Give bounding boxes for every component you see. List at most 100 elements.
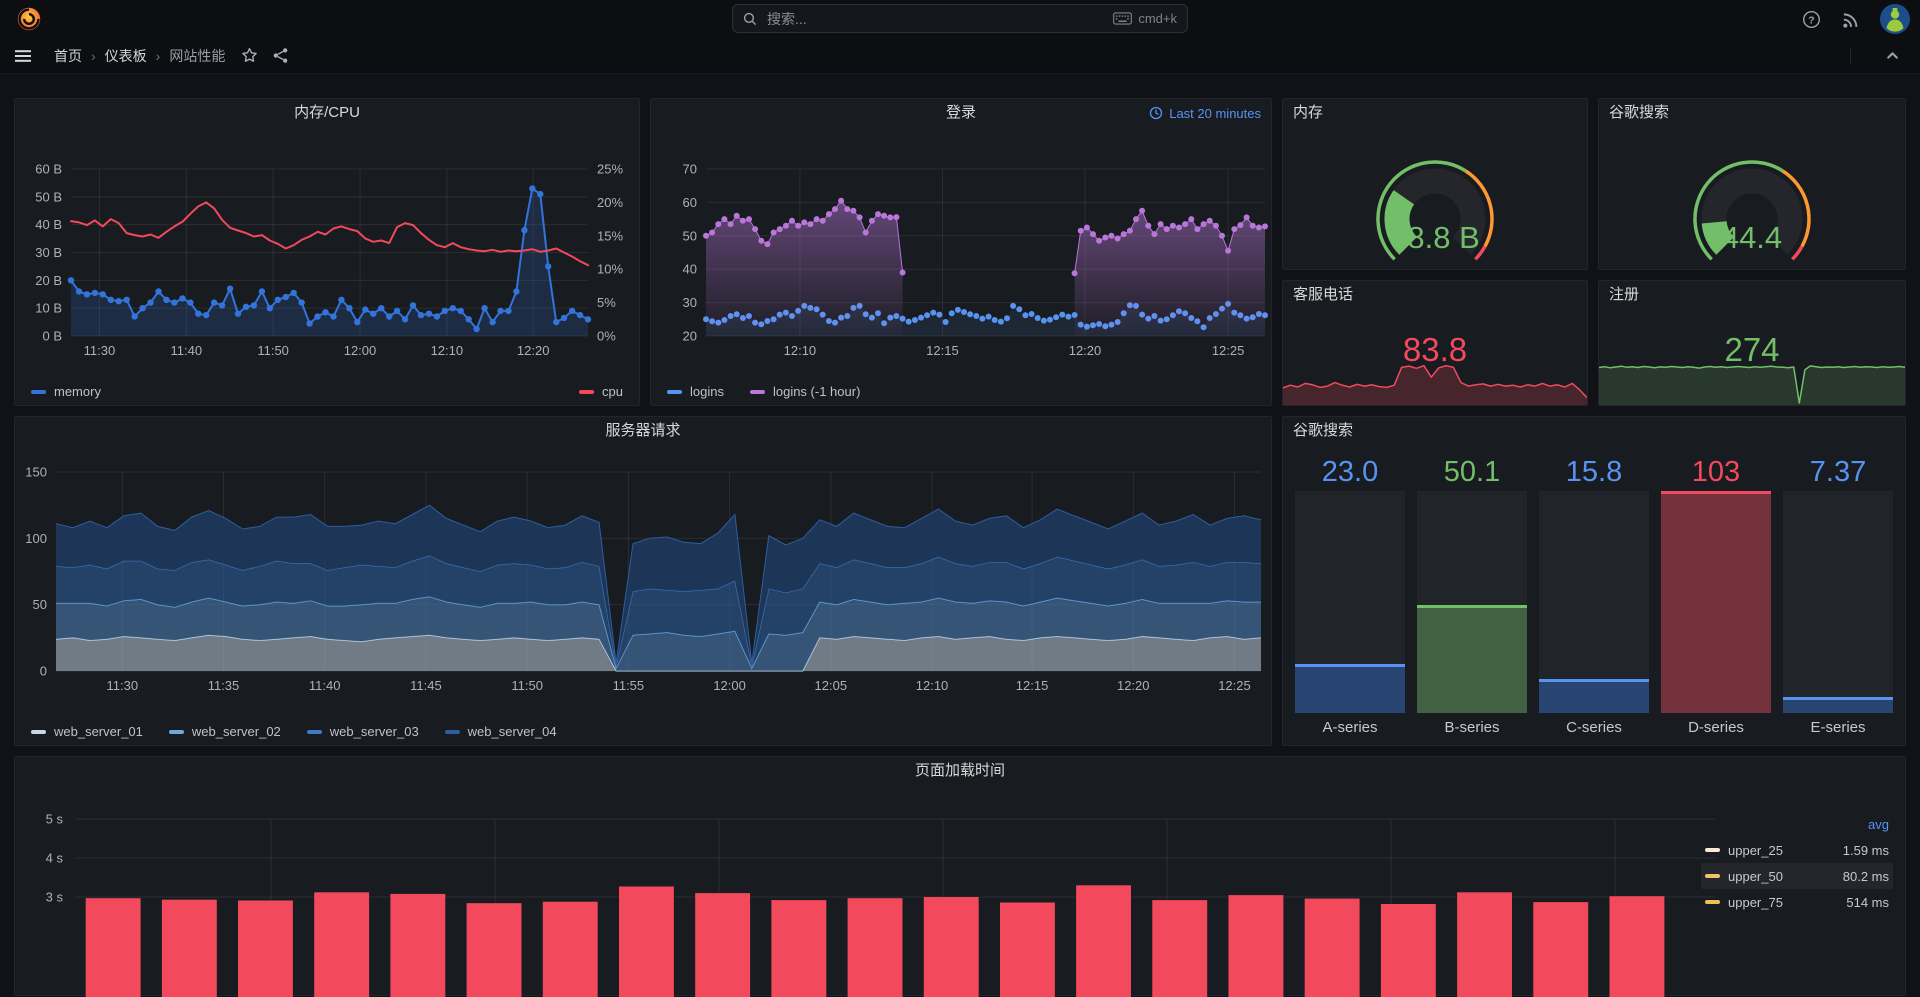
legend-item[interactable]: cpu	[579, 384, 623, 399]
support-calls-sparkline	[1283, 359, 1587, 405]
svg-text:11:30: 11:30	[106, 678, 138, 693]
panel-title[interactable]: 客服电话	[1283, 281, 1587, 309]
svg-text:12:00: 12:00	[713, 678, 746, 693]
svg-text:20 B: 20 B	[35, 273, 62, 288]
topnav-right-actions: ?	[1802, 0, 1910, 38]
bar-gauge-track	[1417, 491, 1527, 713]
collapse-button[interactable]	[1885, 48, 1900, 63]
svg-text:50 B: 50 B	[35, 189, 62, 204]
legend-item[interactable]: logins (-1 hour)	[750, 384, 860, 399]
favorite-button[interactable]	[241, 47, 258, 64]
panel-title[interactable]: 页面加载时间	[15, 757, 1905, 785]
legend-header-avg[interactable]: avg	[1701, 813, 1893, 837]
panel-title[interactable]: 注册	[1599, 281, 1905, 309]
panel-google-gauge: 谷歌搜索 44.4	[1598, 98, 1906, 270]
search-icon	[743, 12, 757, 26]
legend-label: web_server_03	[330, 724, 419, 739]
svg-text:70: 70	[683, 162, 697, 177]
chart-legend: memory cpu	[31, 384, 623, 399]
panel-title[interactable]: 内存/CPU	[15, 99, 639, 127]
user-avatar[interactable]	[1880, 4, 1910, 34]
bar-gauge-track	[1661, 491, 1771, 713]
svg-text:40 B: 40 B	[35, 217, 62, 232]
legend-label: logins (-1 hour)	[773, 384, 860, 399]
breadcrumb-home[interactable]: 首页	[54, 46, 82, 66]
search-input[interactable]	[765, 10, 1113, 28]
svg-text:11:50: 11:50	[511, 678, 543, 693]
legend-marker	[1705, 848, 1720, 852]
svg-text:50: 50	[33, 597, 47, 612]
bar-gauge-fill	[1661, 491, 1771, 713]
menu-toggle-button[interactable]	[14, 47, 32, 65]
clock-icon	[1149, 106, 1163, 120]
panel-title[interactable]: 谷歌搜索	[1599, 99, 1905, 127]
legend-item[interactable]: web_server_04	[445, 724, 557, 739]
help-button[interactable]: ?	[1802, 10, 1821, 29]
legend-series-name: upper_75	[1728, 895, 1838, 910]
legend-marker	[1705, 874, 1720, 878]
panel-time-override[interactable]: Last 20 minutes	[1149, 99, 1261, 127]
bar-gauge-fill	[1539, 679, 1649, 713]
grafana-logo-icon[interactable]	[16, 6, 42, 32]
gauge-value: 88.8 B	[1283, 220, 1587, 256]
legend-item[interactable]: memory	[31, 384, 101, 399]
gauge-value: 44.4	[1599, 220, 1905, 256]
svg-text:12:20: 12:20	[1069, 343, 1102, 358]
breadcrumb-current-page: 网站性能	[169, 46, 225, 66]
svg-text:12:10: 12:10	[916, 678, 949, 693]
avatar-icon	[1880, 4, 1910, 34]
legend-marker	[1705, 900, 1720, 904]
top-navigation-bar: cmd+k ?	[0, 0, 1920, 39]
svg-text:12:10: 12:10	[784, 343, 817, 358]
breadcrumb-separator: ›	[91, 48, 96, 64]
legend-item[interactable]: web_server_02	[169, 724, 281, 739]
share-button[interactable]	[272, 47, 289, 64]
legend-item[interactable]: logins	[667, 384, 724, 399]
bar-gauge-label: A-series	[1295, 713, 1405, 739]
bar-gauge-track	[1783, 491, 1893, 713]
legend-marker	[307, 730, 322, 734]
legend-marker	[750, 390, 765, 394]
bar-gauge-track	[1295, 491, 1405, 713]
legend-label: logins	[690, 384, 724, 399]
panel-title[interactable]: 服务器请求	[15, 417, 1271, 445]
global-search-box[interactable]: cmd+k	[732, 4, 1188, 33]
legend-item[interactable]: web_server_01	[31, 724, 143, 739]
legend-marker	[169, 730, 184, 734]
svg-text:12:25: 12:25	[1218, 678, 1251, 693]
bar-gauge-fill	[1783, 697, 1893, 713]
legend-label: web_server_01	[54, 724, 143, 739]
svg-text:12:20: 12:20	[517, 343, 550, 358]
svg-text:11:40: 11:40	[171, 343, 203, 358]
svg-text:11:55: 11:55	[613, 678, 645, 693]
divider	[1850, 47, 1851, 65]
breadcrumb-dashboards[interactable]: 仪表板	[105, 46, 147, 66]
svg-text:11:40: 11:40	[309, 678, 341, 693]
chart-legend: web_server_01 web_server_02 web_server_03 w…	[31, 724, 1255, 739]
legend-marker	[579, 390, 594, 394]
signups-sparkline	[1599, 359, 1905, 405]
svg-text:?: ?	[1808, 15, 1814, 26]
panel-title[interactable]: 谷歌搜索	[1283, 417, 1905, 445]
hamburger-icon	[14, 47, 32, 65]
svg-text:12:00: 12:00	[344, 343, 377, 358]
svg-text:0%: 0%	[597, 329, 616, 344]
svg-text:0: 0	[40, 664, 47, 679]
legend-marker	[667, 390, 682, 394]
legend-item[interactable]: web_server_03	[307, 724, 419, 739]
star-icon	[241, 47, 258, 64]
news-button[interactable]	[1841, 10, 1860, 29]
svg-text:25%: 25%	[597, 162, 623, 177]
svg-text:4 s: 4 s	[46, 851, 64, 866]
rss-icon	[1841, 10, 1860, 29]
panel-title[interactable]: 内存	[1283, 99, 1587, 127]
